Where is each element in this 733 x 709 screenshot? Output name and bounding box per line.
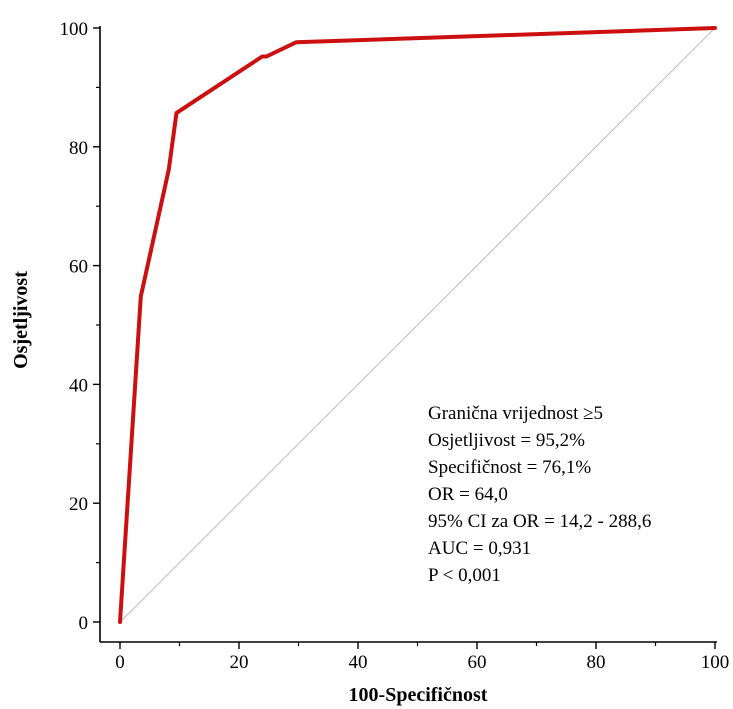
reference-layer [119,27,716,623]
y-axis-ticks: 0 20 40 60 80 100 [60,19,100,634]
series-layer [118,26,717,624]
roc-curve [118,26,717,624]
y-tick-label: 60 [69,257,88,278]
y-tick-label: 100 [60,19,89,40]
y-tick-label: 20 [69,494,88,515]
or-ci-stat: 95% CI za OR = 14,2 - 288,6 [428,511,651,532]
p-value-stat: P < 0,001 [428,565,501,586]
y-tick-label: 0 [79,613,89,634]
y-tick-label: 80 [69,138,88,159]
x-tick-label: 100 [701,652,730,673]
x-axis-ticks: 0 20 40 60 80 100 [115,642,729,673]
diagonal-reference-line [119,27,716,623]
sensitivity-stat: Osjetljivost = 95,2% [428,430,585,451]
x-tick-label: 0 [115,652,125,673]
y-axis-title: Osjetljivost [10,271,32,369]
axes [99,26,717,643]
x-axis-title: 100-Specifičnost [349,684,488,706]
specificity-stat: Specifičnost = 76,1% [428,457,591,478]
x-tick-label: 80 [587,652,606,673]
x-tick-label: 40 [349,652,368,673]
or-stat: OR = 64,0 [428,484,508,505]
stats-box: Granična vrijednost ≥5 Osjetljivost = 95… [428,403,651,586]
cutoff-stat: Granična vrijednost ≥5 [428,403,603,424]
x-tick-label: 20 [230,652,249,673]
y-tick-label: 40 [69,375,88,396]
auc-stat: AUC = 0,931 [428,538,531,559]
x-tick-label: 60 [468,652,487,673]
